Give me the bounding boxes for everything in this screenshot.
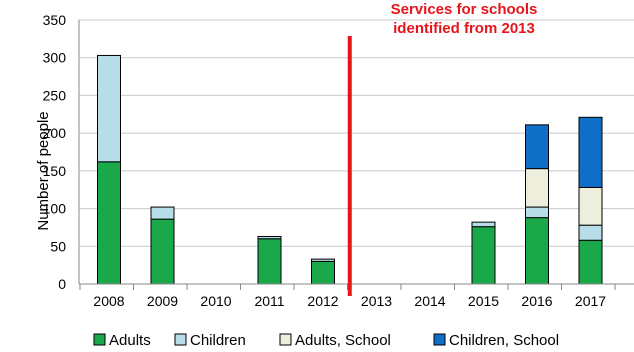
x-tick-label: 2008 bbox=[93, 293, 124, 309]
legend: Adults Children Adults, School Children, Sc… bbox=[93, 332, 559, 349]
x-tick-label: 2016 bbox=[521, 293, 552, 309]
x-tick-label: 2009 bbox=[147, 293, 178, 309]
annotation-line-1: Services for schools bbox=[391, 1, 538, 18]
bar-children-2008 bbox=[97, 54, 121, 163]
legend-swatch bbox=[174, 333, 187, 346]
bar-children-2012 bbox=[311, 258, 335, 262]
bar-adults-2011 bbox=[257, 238, 282, 285]
bar-children-2017 bbox=[578, 224, 603, 241]
annotation-line-2: identified from 2013 bbox=[393, 20, 535, 37]
bar-adults-2008 bbox=[97, 161, 121, 285]
legend-label: Adults bbox=[109, 332, 151, 349]
x-tick-labels: 2008 2009 2010 2011 2012 2013 2014 2015 2016 2017 bbox=[93, 293, 606, 309]
x-tick-label: 2015 bbox=[468, 293, 499, 309]
legend-swatch bbox=[93, 333, 106, 346]
bars bbox=[97, 54, 603, 285]
legend-label: Children bbox=[190, 332, 246, 349]
y-tick-label: 0 bbox=[58, 276, 66, 292]
bar-adults-school-2016 bbox=[525, 168, 549, 208]
y-tick-label: 200 bbox=[43, 125, 67, 141]
legend-swatch bbox=[279, 333, 292, 346]
legend-label: Children, School bbox=[449, 332, 559, 349]
bar-children-2016 bbox=[525, 206, 549, 219]
y-tick-labels: 0 50 100 150 200 250 300 350 bbox=[43, 12, 67, 292]
bar-children-2015 bbox=[471, 221, 496, 228]
y-tick-label: 50 bbox=[50, 238, 66, 254]
bar-adults-2012 bbox=[311, 260, 335, 285]
bar-children-2009 bbox=[150, 206, 175, 220]
bar-adults-2016 bbox=[525, 217, 549, 285]
axes bbox=[78, 20, 634, 290]
bar-children-school-2017 bbox=[578, 116, 603, 188]
x-tick-label: 2012 bbox=[307, 293, 338, 309]
bar-adults-school-2017 bbox=[578, 186, 603, 226]
bar-adults-2009 bbox=[150, 218, 175, 285]
bar-adults-2015 bbox=[471, 226, 496, 285]
x-tick-label: 2014 bbox=[414, 293, 445, 309]
y-tick-label: 300 bbox=[43, 50, 67, 66]
x-tick-label: 2011 bbox=[254, 293, 284, 309]
bar-children-school-2016 bbox=[525, 124, 549, 170]
bar-children-2011 bbox=[257, 235, 282, 240]
x-tick-label: 2010 bbox=[200, 293, 231, 309]
y-tick-label: 350 bbox=[43, 12, 67, 28]
bar-adults-2017 bbox=[578, 239, 603, 285]
legend-label: Adults, School bbox=[295, 332, 391, 349]
x-tick-label: 2013 bbox=[361, 293, 392, 309]
y-axis-label: Number of people bbox=[35, 111, 52, 230]
y-tick-label: 150 bbox=[43, 163, 67, 179]
y-tick-label: 100 bbox=[43, 201, 67, 217]
legend-swatch bbox=[433, 333, 446, 346]
x-tick-label: 2017 bbox=[575, 293, 606, 309]
y-tick-label: 250 bbox=[43, 87, 67, 103]
